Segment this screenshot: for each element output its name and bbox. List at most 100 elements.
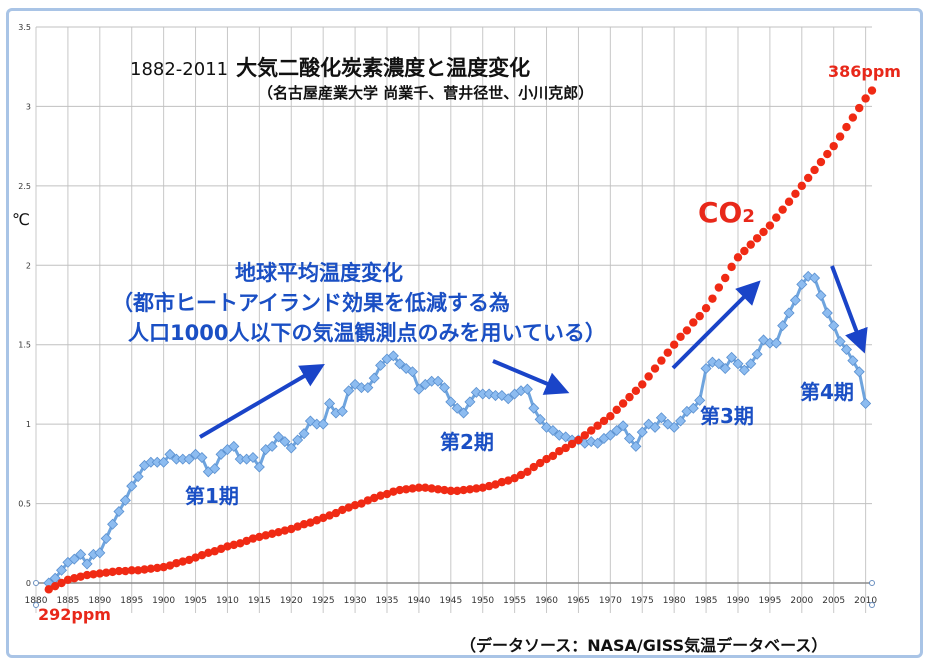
temperature-point: [853, 366, 865, 378]
co2-point: [114, 566, 124, 576]
co2-point: [548, 451, 558, 461]
co2-point: [606, 412, 615, 421]
co2-point: [861, 94, 870, 103]
temperature-point: [285, 442, 297, 454]
co2-point: [376, 491, 385, 500]
co2-point: [567, 439, 577, 449]
co2-point: [523, 467, 532, 476]
co2-point: [823, 149, 832, 159]
co2-point: [516, 470, 526, 480]
co2-point: [287, 524, 296, 534]
y-tick-label: 3: [26, 102, 31, 111]
temperature-point: [738, 364, 750, 376]
co2-point: [867, 86, 877, 95]
co2-point: [599, 416, 609, 426]
temperature-point: [489, 390, 501, 402]
co2-point: [331, 508, 341, 518]
x-tick-label: 1985: [695, 596, 718, 606]
temperature-point: [630, 440, 642, 452]
co2-point: [816, 157, 826, 167]
temperature-point: [751, 348, 763, 360]
chart-title: 1882-2011 大気二酸化炭素濃度と温度変化: [130, 52, 530, 82]
co2-point: [146, 564, 156, 573]
co2-point: [370, 493, 379, 503]
co2-point: [50, 581, 60, 591]
co2-point: [293, 522, 302, 531]
temperature-point: [687, 402, 699, 414]
co2-point: [835, 132, 845, 141]
temperature-point: [528, 402, 540, 414]
x-tick-label: 1945: [439, 596, 462, 606]
temperature-point: [298, 428, 310, 440]
co2-point: [440, 485, 449, 495]
co2-point: [593, 421, 602, 430]
chart-frame: [6, 8, 923, 658]
temperature-point: [713, 358, 725, 370]
co2-point: [855, 103, 864, 113]
temperature-point: [336, 405, 348, 417]
period4-label: 第4期: [800, 380, 854, 404]
temperature-point: [279, 436, 291, 448]
co2-point: [765, 221, 775, 230]
x-tick-label: 1930: [344, 596, 367, 606]
co2-point: [714, 283, 724, 292]
temperature-point: [215, 448, 227, 460]
temperature-point: [132, 471, 144, 483]
co2-point: [121, 566, 130, 576]
axis-handle: [33, 580, 39, 586]
x-tick-label: 1910: [216, 596, 239, 606]
co2-end-label: 386ppm: [828, 62, 901, 81]
x-tick-label: 1925: [312, 596, 335, 606]
co2-point: [701, 303, 711, 313]
co2-point: [759, 227, 768, 237]
temperature-point: [745, 358, 757, 370]
co2-point: [580, 431, 590, 440]
co2-point: [165, 561, 175, 570]
temperature-point: [196, 451, 208, 464]
co2-point: [267, 529, 277, 538]
co2-point: [210, 547, 219, 556]
co2-point: [452, 486, 462, 496]
co2-point: [44, 585, 53, 594]
temperature-point: [126, 480, 138, 492]
temperature-point: [611, 424, 623, 437]
co2-point: [708, 294, 717, 303]
co2-point: [95, 569, 105, 578]
temperature-point: [209, 463, 221, 475]
temperature-point: [700, 363, 712, 375]
x-tick-label: 1965: [567, 596, 590, 606]
co2-point: [848, 113, 858, 122]
x-tick-label: 2000: [790, 596, 813, 606]
temperature-point: [145, 456, 157, 468]
co2-point: [625, 392, 634, 402]
co2-point: [574, 435, 583, 445]
co2-point: [57, 578, 66, 588]
co2-point: [529, 462, 538, 472]
temperature-point: [821, 307, 833, 319]
co2-point: [108, 567, 117, 577]
temperature-point: [592, 437, 604, 449]
temperature-point: [292, 434, 304, 446]
temperature-point: [726, 351, 738, 363]
data-source-note: （データソース：NASA/GISS気温データベース）: [460, 636, 828, 655]
temperature-point: [828, 320, 840, 332]
temperature-point: [100, 533, 112, 545]
temperature-point: [228, 440, 240, 452]
y-tick-label: 2: [26, 261, 31, 270]
co2-point: [427, 484, 436, 493]
co2-point: [357, 499, 366, 508]
temperature-point: [413, 383, 425, 395]
temperature-point: [464, 396, 476, 408]
co2-point: [478, 483, 487, 492]
co2-point: [644, 372, 653, 381]
co2-point: [70, 574, 79, 583]
period3-label: 第3期: [700, 404, 754, 428]
co2-point: [312, 516, 321, 525]
co2-point: [676, 332, 685, 341]
temperature-point: [266, 440, 278, 452]
temperature-point: [81, 558, 93, 570]
x-tick-label: 1935: [376, 596, 399, 606]
co2-point: [638, 380, 647, 389]
co2-point: [472, 484, 481, 493]
